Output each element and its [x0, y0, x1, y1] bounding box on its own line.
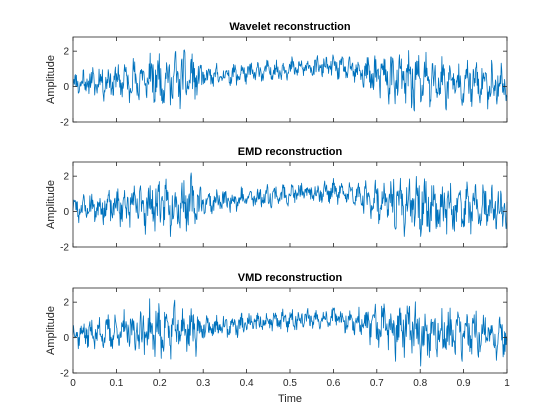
x-tick-label: 0.4 [240, 378, 254, 389]
subplot-title: VMD reconstruction [238, 272, 343, 284]
x-tick-label: 0.6 [326, 378, 340, 389]
x-tick-label: 0.9 [457, 378, 471, 389]
axes-box [72, 287, 508, 374]
subplot-2: 2 0 -2 EMD reconstruction Amplitude [45, 146, 508, 254]
y-tick-label: -2 [60, 118, 69, 129]
y-axis-label: Amplitude [45, 306, 57, 355]
signal-line [72, 49, 508, 112]
y-tick-label: 2 [63, 47, 69, 58]
x-tick-label: 0.7 [370, 378, 384, 389]
x-tick-label: 0 [70, 378, 76, 389]
y-tick-label: -2 [60, 243, 69, 254]
y-tick-label: 2 [63, 172, 69, 183]
signal-line [72, 172, 508, 237]
y-axis-label: Amplitude [45, 55, 57, 104]
x-tick-label: 0.3 [196, 378, 210, 389]
x-axis-label: Time [278, 393, 302, 405]
x-tick-label: 1 [504, 378, 510, 389]
x-tick-label: 0.1 [109, 378, 123, 389]
y-tick-label: 0 [63, 333, 69, 344]
subplot-title: EMD reconstruction [238, 146, 343, 158]
x-tick-label: 0.2 [153, 378, 167, 389]
y-tick-label: 0 [63, 82, 69, 93]
y-tick-label: -2 [60, 369, 69, 380]
subplot-title: Wavelet reconstruction [229, 21, 351, 33]
x-tick-label: 0.5 [283, 378, 297, 389]
x-tick-label: 0.8 [413, 378, 427, 389]
y-tick-label: 2 [63, 298, 69, 309]
y-axis-label: Amplitude [45, 180, 57, 229]
y-tick-label: 0 [63, 207, 69, 218]
subplot-1: 2 0 -2 Wavelet reconstruction Amplitude [45, 21, 508, 129]
signal-line [72, 298, 508, 367]
